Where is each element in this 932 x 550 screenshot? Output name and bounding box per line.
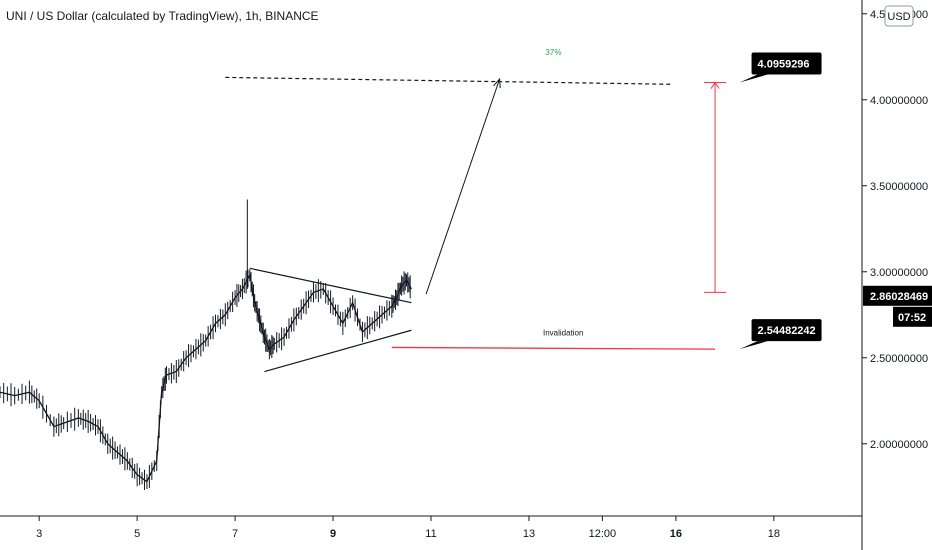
drawing-layer[interactable] [225, 76, 727, 373]
countdown-label: 07:52 [898, 312, 926, 324]
x-tick-label: 7 [232, 528, 238, 540]
measure-range-arrow-head [710, 81, 720, 89]
y-tick-label: 2.50000000 [870, 353, 928, 365]
x-tick-label: 5 [134, 528, 140, 540]
y-tick-label: 3.50000000 [870, 181, 928, 193]
y-tick-label: 2.00000000 [870, 439, 928, 451]
x-tick-label: 13 [523, 528, 535, 540]
chart-title: UNI / US Dollar (calculated by TradingVi… [6, 9, 319, 23]
target-callout-pointer [739, 74, 768, 83]
current-price-box [863, 285, 932, 306]
price-axis[interactable]: 4.500000004.000000003.500000003.00000000… [862, 9, 932, 451]
x-tick-label: 9 [330, 528, 336, 540]
projection-arrow-line[interactable] [425, 78, 501, 295]
y-tick-label: 4.00000000 [870, 95, 928, 107]
y-tick-label: 3.00000000 [870, 267, 928, 279]
x-tick-label: 3 [36, 528, 42, 540]
current-price-label: 2.86028469 [870, 291, 928, 303]
triangle-lower-trendline[interactable] [264, 329, 412, 373]
invalidation-callout-box [751, 319, 822, 342]
percent-change-label: 37% [545, 48, 561, 57]
triangle-upper-trendline[interactable] [249, 267, 412, 304]
invalidation-line[interactable] [391, 346, 716, 350]
currency-label: USD [887, 11, 910, 23]
target-dashed-line[interactable] [225, 76, 671, 85]
x-tick-label: 16 [670, 528, 682, 540]
invalidation-label: Invalidation [543, 328, 583, 337]
x-tick-label: 12:00 [589, 528, 617, 540]
currency-button[interactable]: USD [884, 5, 914, 27]
time-axis[interactable]: 3 5 7 9 11 13 12:00 16 18 [36, 516, 780, 540]
annotation-layer: 37% Invalidation 4.0959296 2.54482242 [543, 48, 822, 350]
x-tick-label: 18 [768, 528, 780, 540]
x-tick-label: 11 [425, 528, 436, 540]
countdown-box [893, 306, 932, 327]
target-callout-box [751, 52, 822, 75]
invalidation-callout-pointer [739, 341, 768, 350]
invalidation-callout-text: 2.54482242 [758, 325, 816, 337]
target-callout-text: 4.0959296 [758, 59, 810, 71]
projection-arrow-head [493, 77, 501, 89]
price-series [0, 199, 412, 491]
